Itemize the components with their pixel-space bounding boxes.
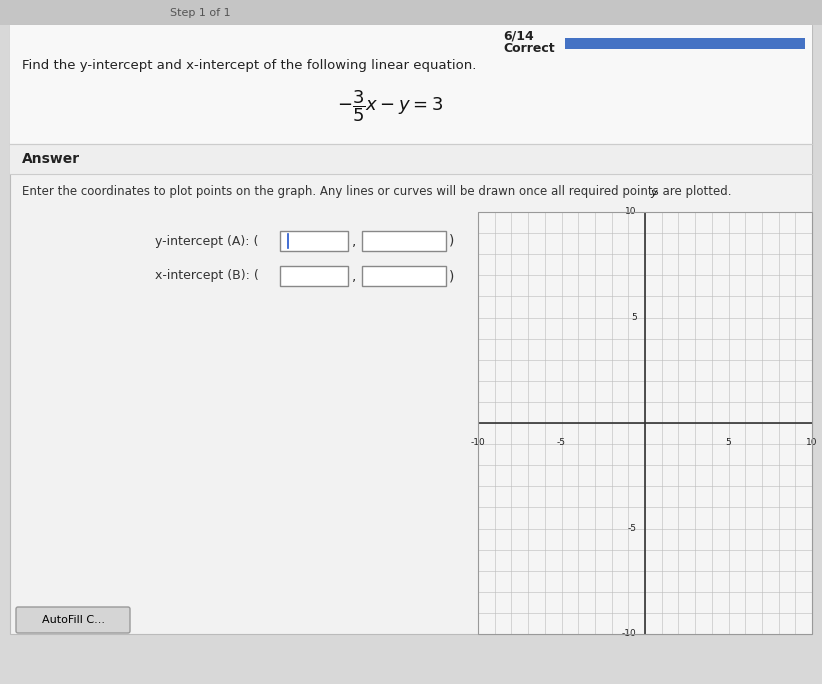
- Text: Correct: Correct: [503, 42, 555, 55]
- Text: x-intercept (B): (: x-intercept (B): (: [155, 269, 259, 282]
- Bar: [565, 38, 805, 49]
- Text: ,: ,: [352, 234, 357, 248]
- Text: -5: -5: [628, 524, 637, 533]
- Bar: [10, 25, 812, 144]
- Bar: [10, 144, 812, 174]
- Text: ,: ,: [352, 269, 357, 283]
- Text: Enter the coordinates to plot points on the graph. Any lines or curves will be d: Enter the coordinates to plot points on …: [22, 185, 732, 198]
- Text: Answer: Answer: [22, 152, 80, 166]
- Bar: [280, 231, 348, 251]
- Text: AutoFill C...: AutoFill C...: [41, 615, 104, 625]
- Bar: [280, 266, 348, 286]
- Text: 5: 5: [726, 438, 732, 447]
- Text: -5: -5: [557, 438, 566, 447]
- Text: $-\dfrac{3}{5}x - y = 3$: $-\dfrac{3}{5}x - y = 3$: [337, 88, 443, 124]
- Text: -10: -10: [471, 438, 485, 447]
- Bar: [362, 266, 446, 286]
- Text: 5: 5: [631, 313, 637, 322]
- Text: y-intercept (A): (: y-intercept (A): (: [155, 235, 258, 248]
- Text: ): ): [449, 269, 455, 283]
- Text: 10: 10: [806, 438, 818, 447]
- Text: ): ): [449, 234, 455, 248]
- Text: 6/14: 6/14: [503, 29, 533, 42]
- Text: Step 1 of 1: Step 1 of 1: [169, 8, 230, 18]
- Text: y: y: [650, 188, 657, 198]
- Text: -10: -10: [622, 629, 637, 638]
- FancyBboxPatch shape: [16, 607, 130, 633]
- Bar: [362, 231, 446, 251]
- Bar: [0, 0, 822, 25]
- Bar: [565, 38, 805, 49]
- Bar: [10, 25, 812, 634]
- Text: 10: 10: [626, 207, 637, 217]
- Text: Find the y-intercept and x-intercept of the following linear equation.: Find the y-intercept and x-intercept of …: [22, 60, 477, 73]
